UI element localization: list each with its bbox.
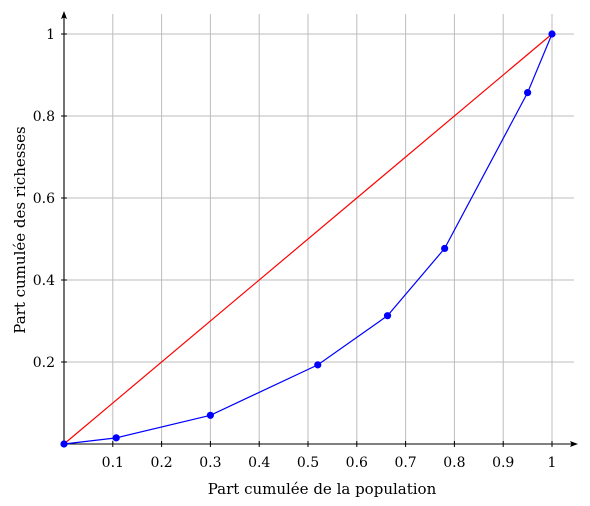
data-point <box>548 30 556 38</box>
y-tick-label: 1 <box>46 27 55 43</box>
axes <box>61 11 578 447</box>
grid <box>64 14 574 444</box>
ticks: 0.1 0.2 0.3 0.4 0.5 0.6 0.7 0.8 0.9 1 0.2 0.4 0.6 0.8… <box>33 27 557 471</box>
y-tick-label: 0.6 <box>33 191 55 207</box>
data-point <box>112 434 120 442</box>
x-tick-label: 0.4 <box>248 455 270 471</box>
y-tick-label: 0.2 <box>33 355 55 371</box>
x-axis-arrow <box>570 441 578 447</box>
x-axis-title: Part cumulée de la population <box>208 480 437 498</box>
x-tick-label: 0.7 <box>394 455 416 471</box>
y-axis-arrow <box>61 11 67 19</box>
equality-line <box>63 33 553 445</box>
x-tick-label: 0.6 <box>346 455 368 471</box>
x-tick-label: 0.2 <box>150 455 172 471</box>
x-tick-label: 0.1 <box>102 455 124 471</box>
data-point <box>206 411 214 419</box>
x-tick-label: 0.3 <box>199 455 221 471</box>
lorenz-curve-line <box>63 33 553 445</box>
data-point <box>524 89 532 97</box>
data-point <box>441 244 449 253</box>
data-point <box>383 312 392 320</box>
x-tick-label: 0.9 <box>492 455 514 471</box>
y-tick-label: 0.8 <box>33 109 55 125</box>
x-tick-label: 1 <box>548 455 557 471</box>
data-point <box>314 361 322 369</box>
data-point <box>60 440 68 448</box>
x-tick-label: 0.5 <box>297 455 319 471</box>
y-axis-title: Part cumulée des richesses <box>11 126 29 333</box>
y-tick-label: 0.4 <box>33 273 55 289</box>
series <box>60 30 556 448</box>
x-tick-label: 0.8 <box>443 455 465 471</box>
